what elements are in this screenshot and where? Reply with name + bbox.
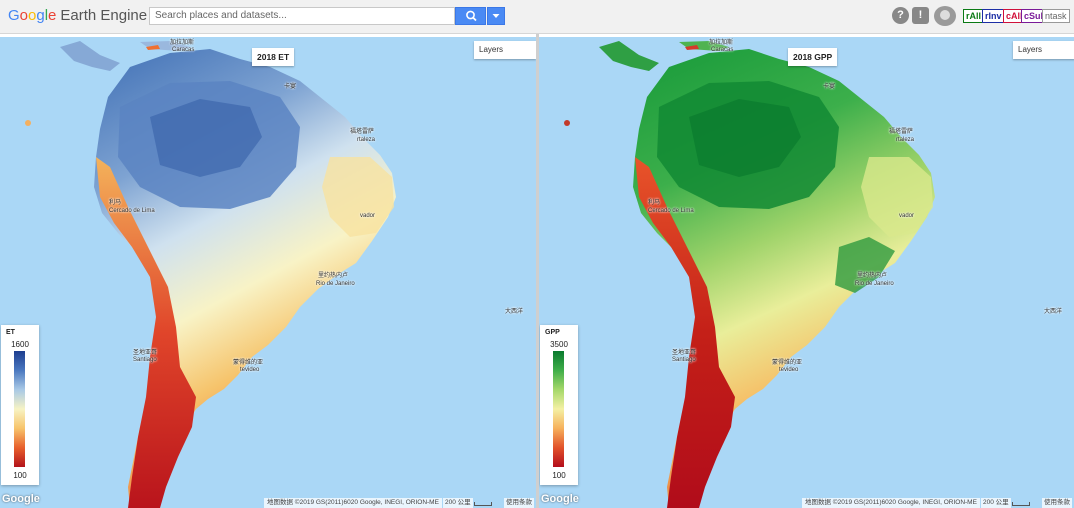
map-scale-label: 200 公里	[443, 498, 473, 508]
label-santiago-cn: 圣地亚哥	[672, 350, 697, 356]
map-scale-label: 200 公里	[981, 498, 1011, 508]
google-logo: Google	[2, 493, 40, 505]
label-cayenne-cn: 卡宴	[284, 84, 297, 90]
map-scale-bar	[474, 502, 492, 506]
search-button[interactable]	[455, 7, 486, 25]
map-scale-bar	[1012, 502, 1030, 506]
avatar[interactable]	[934, 6, 956, 26]
legend-title: GPP	[545, 329, 560, 336]
label-salvador: vador	[899, 213, 915, 219]
logo-text: Earth Engine	[60, 7, 148, 24]
map-splitter[interactable]	[536, 34, 539, 508]
label-lima-cn: 利马	[109, 200, 122, 206]
label-salvador: vador	[360, 213, 376, 219]
label-caracas: Caracas	[172, 47, 195, 53]
terms-link[interactable]: 使用条款	[1042, 498, 1072, 508]
tag-call[interactable]: cAll	[1003, 9, 1026, 23]
legend-min: 100	[13, 471, 27, 480]
label-caracas-cn: 加拉加斯	[170, 40, 195, 46]
label-caracas-cn: 加拉加斯	[709, 40, 734, 46]
label-lima-cn: 利马	[648, 200, 661, 206]
legend-et: ET 1600 100	[1, 325, 39, 485]
legend-max: 3500	[550, 340, 568, 349]
legend-colorbar	[14, 351, 25, 467]
tag-ntask[interactable]: ntask	[1042, 9, 1070, 23]
legend-min: 100	[552, 471, 566, 480]
label-montevideo-cn: 蒙得维的亚	[233, 360, 264, 366]
tag-rinv[interactable]: rInv	[982, 9, 1005, 23]
legend-title: ET	[6, 329, 15, 336]
label-rio-cn: 里约热内卢	[318, 273, 349, 279]
search-icon	[466, 10, 477, 22]
label-caracas: Caracas	[711, 47, 734, 53]
map-attribution[interactable]: 地图数据 ©2019 GS(2011)6020 Google, INEGI, O…	[264, 498, 442, 508]
terms-link[interactable]: 使用条款	[504, 498, 534, 508]
label-rio: Rio de Janeiro	[316, 281, 355, 287]
map-panel-gpp[interactable]: 加拉加斯 Caracas 卡宴 福塔雷萨 rtaleza 利马 Cercado …	[539, 37, 1074, 508]
tag-rall[interactable]: rAll	[963, 9, 985, 23]
label-ocean-cn: 大西洋	[505, 309, 524, 315]
label-montevideo-cn: 蒙得维的亚	[772, 360, 803, 366]
search-options-button[interactable]	[487, 7, 505, 25]
map-attribution[interactable]: 地图数据 ©2019 GS(2011)6020 Google, INEGI, O…	[802, 498, 980, 508]
label-fortaleza-cn: 福塔雷萨	[889, 129, 914, 135]
et-map-canvas	[25, 41, 396, 508]
label-ocean-cn: 大西洋	[1044, 309, 1063, 315]
label-santiago: Santiago	[133, 357, 157, 363]
label-santiago-cn: 圣地亚哥	[133, 350, 158, 356]
gpp-map-canvas	[564, 41, 935, 508]
label-fortaleza: rtaleza	[896, 137, 915, 143]
legend-max: 1600	[11, 340, 29, 349]
label-rio-cn: 里约热内卢	[857, 273, 888, 279]
help-icon[interactable]: ?	[892, 7, 909, 24]
legend-gpp: GPP 3500 100	[540, 325, 578, 485]
label-cayenne-cn: 卡宴	[823, 84, 836, 90]
label-santiago: Santiago	[672, 357, 696, 363]
label-lima: Cercado de Lima	[648, 208, 694, 214]
label-montevideo: tevideo	[779, 367, 799, 373]
map-panel-et[interactable]: 加拉加斯 Caracas 卡宴 福塔雷萨 rtaleza 利马 Cercado …	[0, 37, 536, 508]
chevron-down-icon	[492, 14, 500, 18]
earth-engine-logo[interactable]: Google Earth Engine	[8, 7, 148, 24]
map-title: 2018 ET	[252, 48, 295, 66]
legend-colorbar	[553, 351, 564, 467]
label-montevideo: tevideo	[240, 367, 260, 373]
label-fortaleza-cn: 福塔雷萨	[350, 129, 375, 135]
map-title: 2018 GPP	[788, 48, 838, 66]
layers-button[interactable]: Layers	[1013, 41, 1074, 59]
top-bar: Google Earth Engine Search places and dat…	[0, 0, 1074, 34]
label-lima: Cercado de Lima	[109, 208, 155, 214]
label-rio: Rio de Janeiro	[855, 281, 894, 287]
feedback-icon[interactable]: !	[912, 7, 929, 24]
layers-button[interactable]: Layers	[474, 41, 536, 59]
google-logo: Google	[541, 493, 579, 505]
label-fortaleza: rtaleza	[357, 137, 376, 143]
search-input[interactable]: Search places and datasets...	[149, 7, 455, 25]
